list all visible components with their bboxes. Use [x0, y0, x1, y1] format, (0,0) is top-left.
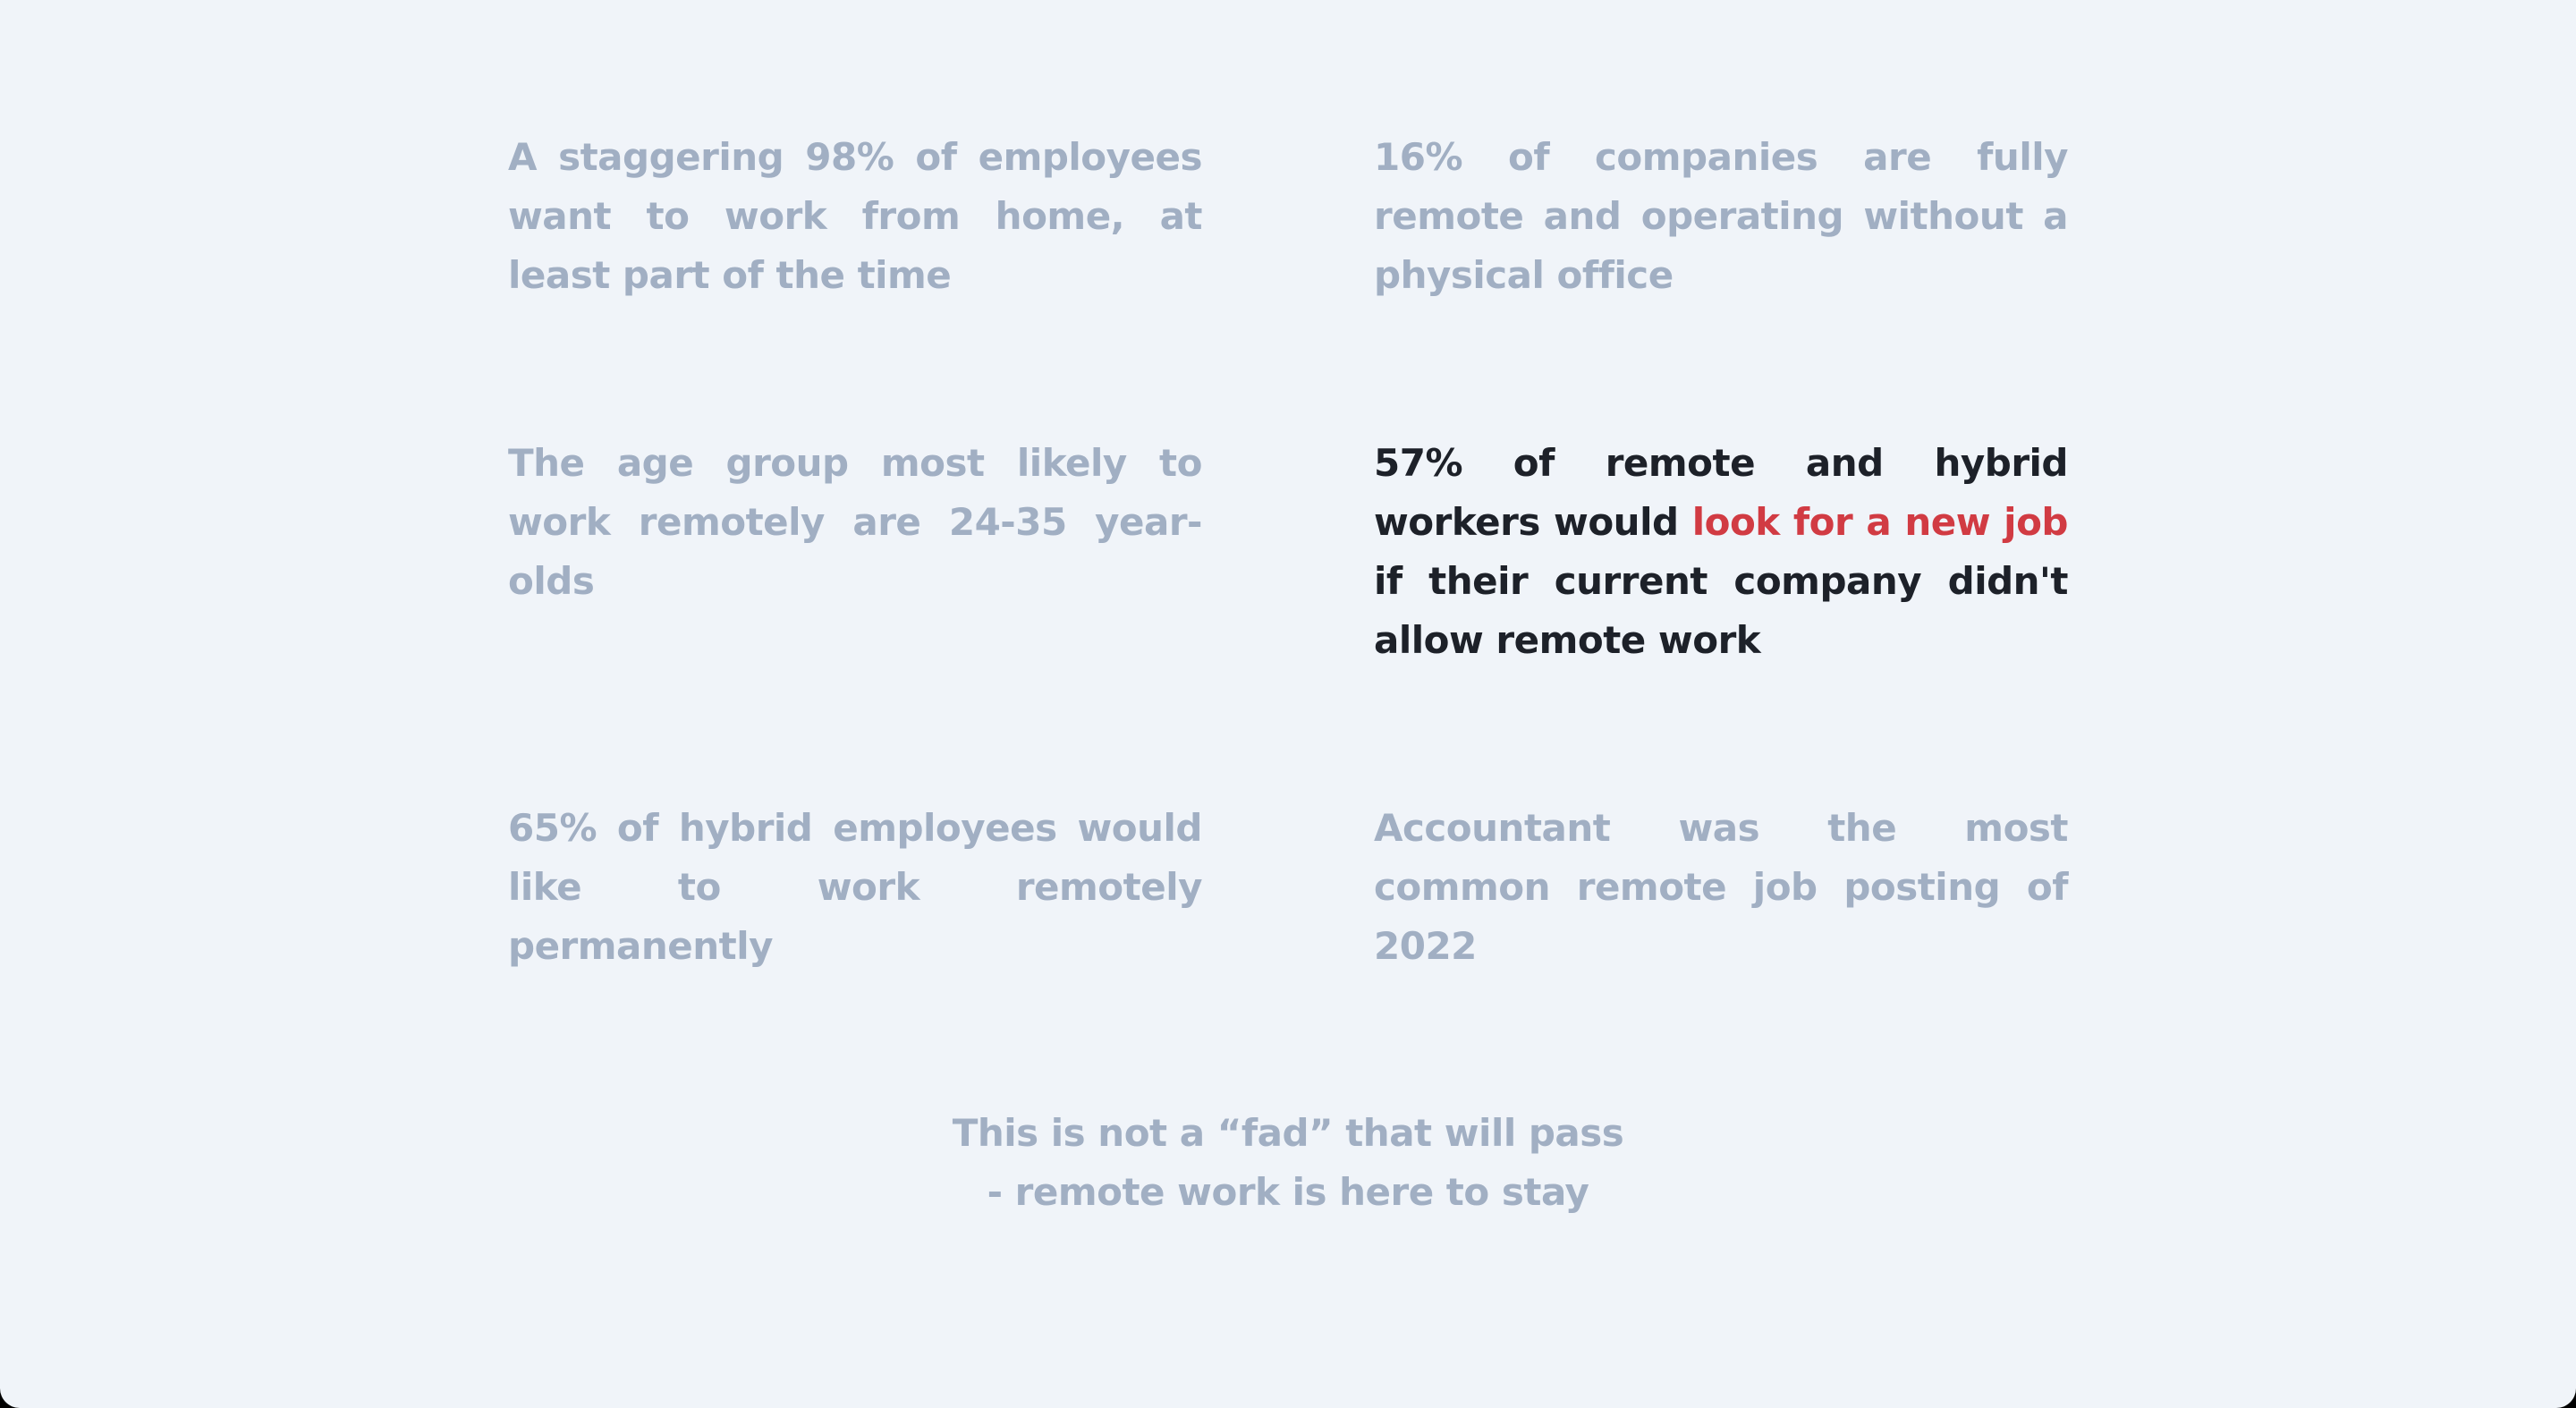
- stat-text-before: 57% of remote and hybrid workers would: [1374, 441, 2069, 544]
- stat-look-for-new-job: 57% of remote and hybrid workers would l…: [1374, 434, 2069, 670]
- stat-text-after: if their current company didn't allow re…: [1374, 559, 2069, 662]
- highlight-phrase: look for a new job: [1691, 500, 2069, 544]
- stat-work-from-home: A staggering 98% of employees want to wo…: [508, 135, 1203, 297]
- stat-accountant-postings: Accountant was the most common remote jo…: [1374, 806, 2069, 968]
- closing-statement: This is not a “fad” that will pass - rem…: [930, 1104, 1646, 1222]
- stat-hybrid-permanent: 65% of hybrid employees would like to wo…: [508, 806, 1203, 968]
- closing-line-1: This is not a “fad” that will pass: [952, 1111, 1624, 1155]
- stat-fully-remote-companies: 16% of companies are fully remote and op…: [1374, 135, 2069, 297]
- closing-line-2: - remote work is here to stay: [987, 1170, 1589, 1214]
- stat-age-group: The age group most likely to work remote…: [508, 441, 1203, 603]
